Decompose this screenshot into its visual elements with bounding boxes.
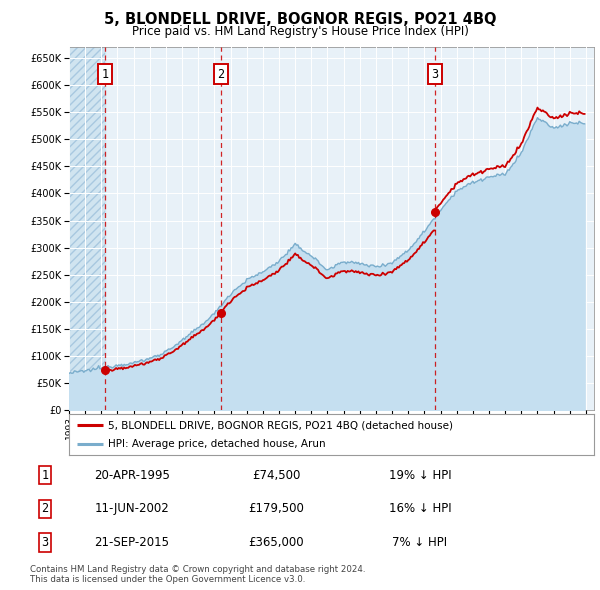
Text: HPI: Average price, detached house, Arun: HPI: Average price, detached house, Arun [109,440,326,450]
Text: 1: 1 [102,68,109,81]
Text: 20-APR-1995: 20-APR-1995 [94,468,170,482]
Text: Price paid vs. HM Land Registry's House Price Index (HPI): Price paid vs. HM Land Registry's House … [131,25,469,38]
Text: 7% ↓ HPI: 7% ↓ HPI [392,536,448,549]
Text: 1: 1 [41,468,49,482]
Text: £74,500: £74,500 [252,468,300,482]
Text: 5, BLONDELL DRIVE, BOGNOR REGIS, PO21 4BQ (detached house): 5, BLONDELL DRIVE, BOGNOR REGIS, PO21 4B… [109,420,454,430]
Text: Contains HM Land Registry data © Crown copyright and database right 2024.
This d: Contains HM Land Registry data © Crown c… [30,565,365,584]
Text: 21-SEP-2015: 21-SEP-2015 [95,536,170,549]
Text: 2: 2 [218,68,224,81]
Text: £179,500: £179,500 [248,502,304,516]
Text: 11-JUN-2002: 11-JUN-2002 [95,502,169,516]
Bar [69,47,106,410]
Text: 19% ↓ HPI: 19% ↓ HPI [389,468,451,482]
Bar [69,47,106,410]
Text: 3: 3 [41,536,49,549]
Text: 5, BLONDELL DRIVE, BOGNOR REGIS, PO21 4BQ: 5, BLONDELL DRIVE, BOGNOR REGIS, PO21 4B… [104,12,496,27]
Text: 16% ↓ HPI: 16% ↓ HPI [389,502,451,516]
Text: 2: 2 [41,502,49,516]
Text: 3: 3 [431,68,439,81]
Text: £365,000: £365,000 [248,536,304,549]
